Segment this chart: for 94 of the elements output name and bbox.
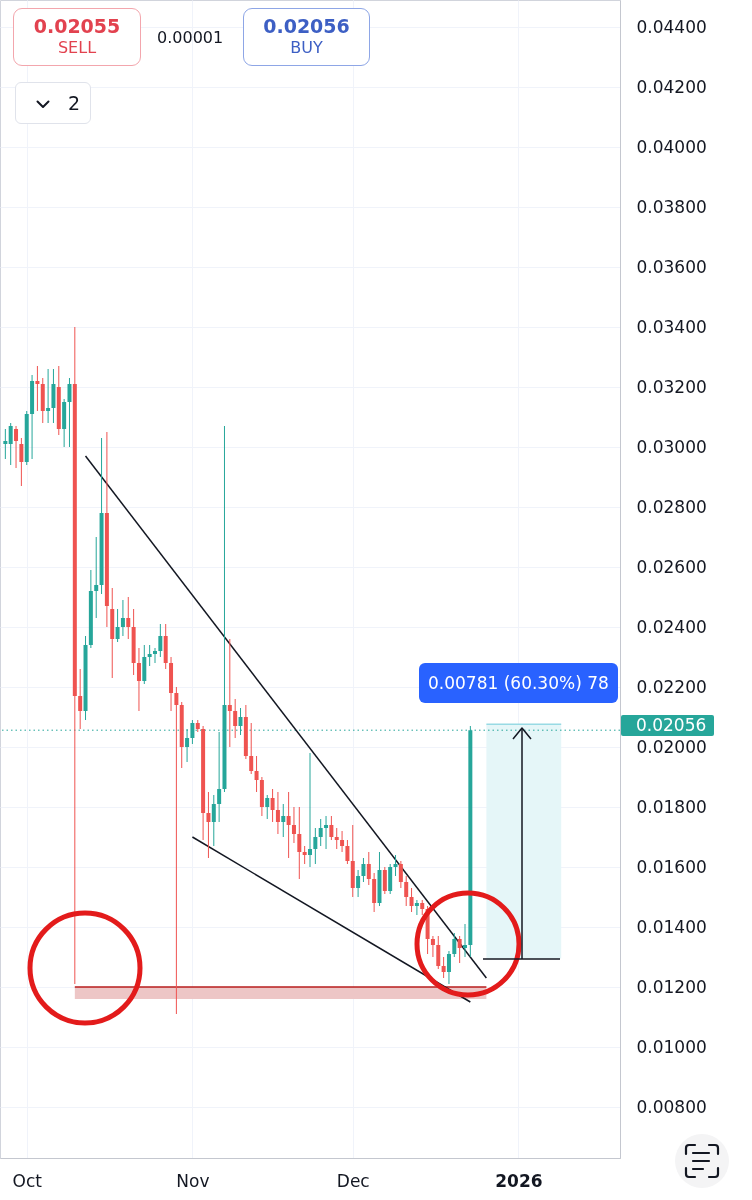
- y-tick-label: 0.03400: [636, 316, 707, 337]
- candlestick: [388, 863, 393, 895]
- y-tick-label: 0.03000: [636, 436, 707, 457]
- candlestick: [291, 806, 296, 844]
- y-tick-label: 0.01200: [636, 976, 707, 997]
- y-tick-label: 0.01000: [636, 1036, 707, 1057]
- candlestick: [78, 668, 83, 730]
- candlestick: [382, 866, 387, 895]
- sell-button: 0.02055 SELL: [13, 8, 141, 66]
- y-tick-label: 0.02000: [636, 736, 707, 757]
- candlestick: [14, 425, 19, 469]
- y-tick-label: 0.01400: [636, 916, 707, 937]
- candlestick: [457, 935, 462, 964]
- x-tick-label: 2026: [495, 1170, 543, 1191]
- y-tick-label: 0.01600: [636, 856, 707, 877]
- candlestick: [147, 644, 152, 667]
- candlestick: [334, 827, 339, 850]
- candlestick: [227, 638, 232, 748]
- y-tick-label: 0.02200: [636, 676, 707, 697]
- candlestick: [120, 599, 125, 637]
- candlestick: [270, 788, 275, 823]
- candlestick: [265, 794, 270, 820]
- annotation: 0.00781 (60.30%) 78: [419, 663, 618, 704]
- candlestick: [158, 623, 163, 658]
- candlestick: [345, 839, 350, 865]
- candlestick: [249, 722, 254, 775]
- candlestick: [185, 728, 190, 763]
- y-tick-label: 0.03800: [636, 196, 707, 217]
- y-tick-label: 0.03600: [636, 256, 707, 277]
- candlestick: [126, 596, 131, 640]
- annotation: 2: [68, 91, 81, 116]
- candlestick: [452, 932, 457, 958]
- candlestick: [393, 854, 398, 877]
- candlestick: [254, 755, 259, 793]
- y-tick-label: 0.04200: [636, 76, 707, 97]
- candlestick: [35, 365, 40, 412]
- y-tick-label: 0.00800: [636, 1096, 707, 1117]
- candlestick: [441, 956, 446, 979]
- candlestick: [153, 647, 157, 664]
- annotation: 0.02055: [32, 15, 122, 37]
- candlestick: [8, 422, 13, 466]
- candlestick: [414, 899, 419, 916]
- candlestick: [356, 869, 361, 898]
- x-tick-label: Oct: [12, 1170, 43, 1191]
- candlestick: [398, 860, 403, 889]
- candlestick: [366, 851, 371, 886]
- candlestick: [329, 815, 334, 841]
- x-tick-label: Nov: [176, 1170, 210, 1191]
- y-tick-label: 0.04000: [636, 136, 707, 157]
- y-tick-label: 0.02800: [636, 496, 707, 517]
- candlestick: [318, 818, 323, 847]
- candlestick: [174, 686, 179, 1015]
- candlestick: [297, 806, 302, 880]
- candlestick: [409, 887, 414, 913]
- candlestick: [3, 428, 8, 460]
- candlestick: [51, 368, 56, 424]
- y-tick-label: 0.01800: [636, 796, 707, 817]
- candlestick: [404, 875, 409, 907]
- candlestick: [340, 830, 345, 853]
- candlestick: [275, 791, 280, 835]
- candlestick: [313, 827, 318, 865]
- candlestick: [211, 794, 216, 847]
- annotation: 0.00001: [157, 28, 224, 48]
- candlestick: [372, 872, 377, 913]
- candlestick: [281, 803, 286, 838]
- x-tick-label: Dec: [336, 1170, 370, 1191]
- candlestick: [136, 647, 141, 712]
- y-tick-label: 0.02600: [636, 556, 707, 577]
- candlestick: [324, 815, 329, 850]
- y-tick-label: 0.04400: [636, 16, 707, 37]
- y-tick-label: 0.03200: [636, 376, 707, 397]
- annotation: 0.02056: [262, 15, 351, 37]
- candlestick: [446, 950, 451, 985]
- annotation: SELL: [56, 37, 98, 59]
- y-tick-label: 0.02400: [636, 616, 707, 637]
- candlestick: [67, 377, 72, 448]
- ref-line-label: 0.02056: [621, 715, 715, 737]
- candlestick: [46, 368, 51, 424]
- candlestick: [190, 719, 195, 745]
- candlestick: [94, 536, 99, 619]
- candlestick: [308, 752, 312, 868]
- annotation: BUY: [289, 37, 324, 59]
- candlestick: [286, 791, 291, 859]
- candlestick: [115, 608, 120, 643]
- buy-button: 0.02056 BUY: [243, 8, 370, 66]
- candlestick: [436, 935, 441, 970]
- dropdown-button: 2: [15, 82, 91, 124]
- candlestick: [206, 791, 211, 859]
- candlestick: [430, 935, 435, 958]
- candlestick: [361, 857, 366, 883]
- candlestick: [142, 644, 147, 685]
- candlestick: [233, 698, 238, 739]
- candlestick: [19, 437, 24, 487]
- candlestick: [463, 923, 467, 958]
